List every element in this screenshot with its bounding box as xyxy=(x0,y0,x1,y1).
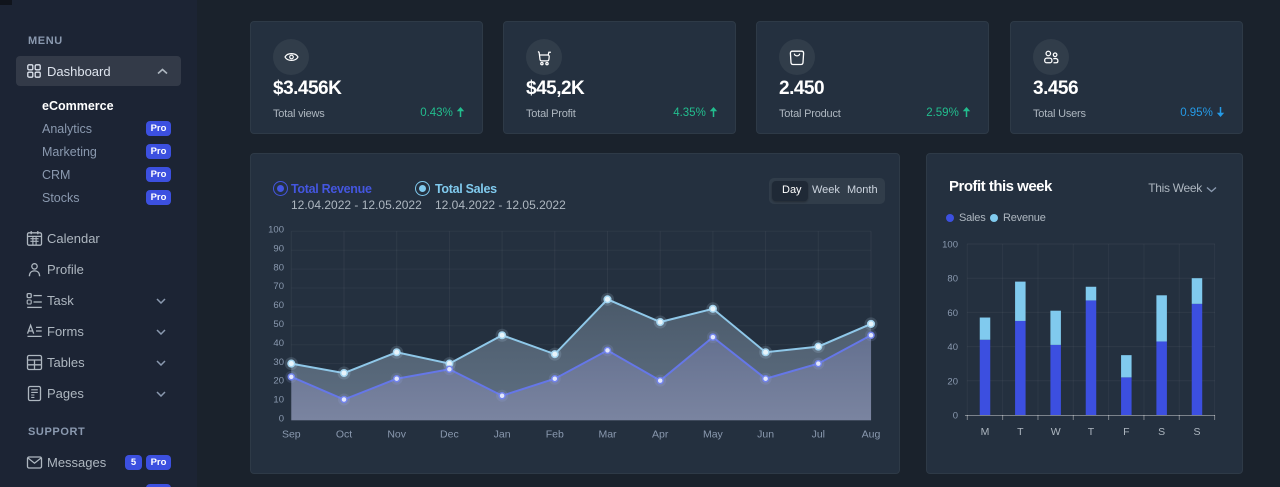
svg-text:60: 60 xyxy=(947,308,958,319)
svg-text:Jun: Jun xyxy=(757,429,774,441)
svg-text:S: S xyxy=(1193,426,1200,438)
svg-text:80: 80 xyxy=(947,274,958,285)
svg-text:Oct: Oct xyxy=(336,429,352,441)
svg-text:70: 70 xyxy=(273,281,284,292)
svg-text:100: 100 xyxy=(268,225,284,236)
svg-text:Dec: Dec xyxy=(440,429,459,441)
svg-text:0: 0 xyxy=(953,411,958,422)
svg-text:60: 60 xyxy=(273,300,284,311)
svg-text:20: 20 xyxy=(273,376,284,387)
svg-text:Aug: Aug xyxy=(862,429,881,441)
svg-text:Jul: Jul xyxy=(812,429,825,441)
svg-text:S: S xyxy=(1158,426,1165,438)
svg-text:Nov: Nov xyxy=(387,429,406,441)
svg-text:Apr: Apr xyxy=(652,429,669,441)
svg-text:10: 10 xyxy=(273,395,284,406)
svg-text:Mar: Mar xyxy=(598,429,617,441)
svg-text:80: 80 xyxy=(273,262,284,273)
svg-text:W: W xyxy=(1051,426,1061,438)
svg-text:40: 40 xyxy=(947,342,958,353)
svg-text:Jan: Jan xyxy=(494,429,511,441)
svg-text:F: F xyxy=(1123,426,1129,438)
svg-text:0: 0 xyxy=(279,414,284,425)
svg-text:M: M xyxy=(981,426,990,438)
svg-text:50: 50 xyxy=(273,319,284,330)
svg-text:100: 100 xyxy=(942,240,958,251)
svg-text:Sep: Sep xyxy=(282,429,301,441)
svg-text:30: 30 xyxy=(273,357,284,368)
svg-text:May: May xyxy=(703,429,724,441)
svg-text:T: T xyxy=(1017,426,1024,438)
svg-text:40: 40 xyxy=(273,338,284,349)
svg-text:90: 90 xyxy=(273,243,284,254)
svg-text:20: 20 xyxy=(947,376,958,387)
svg-text:Feb: Feb xyxy=(546,429,564,441)
svg-text:T: T xyxy=(1088,426,1095,438)
